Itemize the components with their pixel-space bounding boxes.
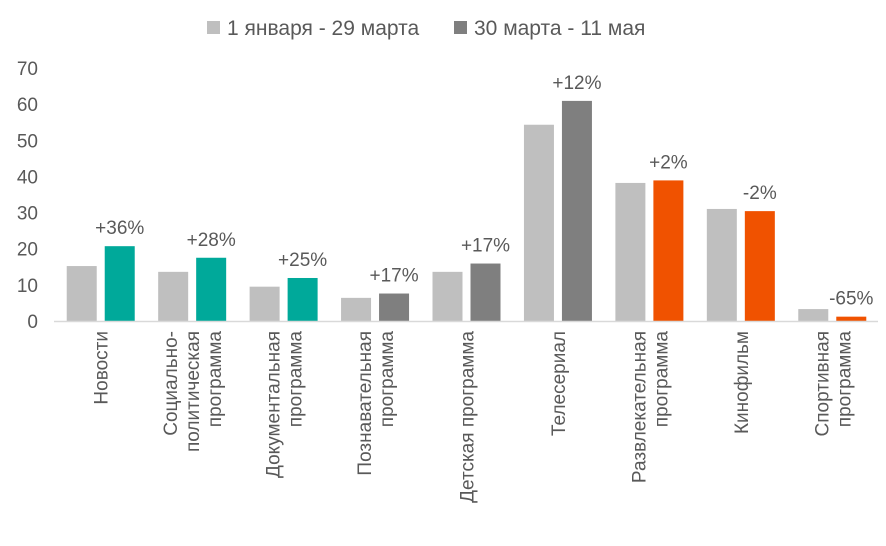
- x-tick-label: программа: [834, 331, 855, 428]
- x-tick-label: программа: [377, 331, 398, 428]
- x-tick-label: программа: [286, 331, 307, 428]
- y-tick-label: 30: [17, 204, 38, 225]
- bar-period-2: [744, 211, 775, 321]
- bar-period-1: [249, 286, 280, 321]
- x-tick-label: Познавательная: [355, 331, 376, 476]
- bar-period-2: [836, 316, 867, 321]
- x-tick-label: программа: [205, 331, 226, 428]
- bar-period-2: [561, 100, 592, 321]
- bar-period-1: [432, 271, 463, 321]
- x-tick-label: программа: [651, 331, 672, 428]
- change-label: +17%: [461, 236, 510, 257]
- y-tick-label: 0: [27, 312, 38, 333]
- change-label: +2%: [649, 152, 688, 173]
- x-tick-label: Новости: [92, 331, 113, 405]
- bar-period-1: [798, 309, 829, 321]
- y-tick-label: 20: [17, 240, 38, 261]
- change-label: +36%: [95, 218, 144, 239]
- bar-period-2: [104, 246, 135, 321]
- y-tick-label: 50: [17, 131, 38, 152]
- y-tick-label: 10: [17, 276, 38, 297]
- x-tick-label: Документальная: [264, 331, 285, 478]
- bar-period-1: [615, 182, 646, 321]
- y-tick-label: 70: [17, 59, 38, 80]
- bar-period-2: [379, 293, 410, 321]
- bar-period-1: [341, 297, 372, 321]
- bar-period-1: [66, 266, 97, 321]
- y-axis: 0 10 20 30 40 50 60 70: [17, 59, 38, 333]
- x-axis-labels: Новости Социально-политическая программа До…: [92, 331, 856, 503]
- change-label: +12%: [552, 73, 601, 94]
- bar-period-1: [523, 124, 554, 321]
- bar-period-1: [158, 271, 189, 321]
- bar-period-2: [287, 277, 318, 321]
- bar-period-2: [196, 257, 227, 321]
- legend: 1 января - 29 марта 30 марта - 11 мая: [207, 17, 645, 40]
- x-tick-label: Социально-: [161, 331, 182, 436]
- legend-label: 30 марта - 11 мая: [474, 17, 645, 40]
- change-label: +25%: [278, 250, 327, 271]
- x-tick-label: Развлекательная: [629, 331, 650, 483]
- x-tick-label: Детская программа: [458, 331, 479, 503]
- legend-label: 1 января - 29 марта: [227, 17, 419, 40]
- change-label: +17%: [369, 266, 418, 287]
- x-tick-label: Телесериал: [549, 331, 570, 436]
- x-tick-label: политическая: [183, 331, 204, 452]
- change-label: -65%: [829, 289, 873, 310]
- y-tick-label: 60: [17, 95, 38, 116]
- y-tick-label: 40: [17, 167, 38, 188]
- bars: +36% +28% +25% +17% +17% +12% +2% -2% -65%: [66, 73, 874, 321]
- x-tick-label: Спортивная: [812, 331, 833, 436]
- bar-period-1: [706, 208, 737, 321]
- change-label: -2%: [743, 183, 777, 204]
- bar-period-2: [470, 263, 501, 321]
- change-label: +28%: [187, 230, 236, 251]
- x-tick-label: Кинофильм: [732, 331, 753, 434]
- legend-swatch: [207, 21, 220, 34]
- legend-swatch: [454, 21, 467, 34]
- bar-period-2: [653, 180, 684, 321]
